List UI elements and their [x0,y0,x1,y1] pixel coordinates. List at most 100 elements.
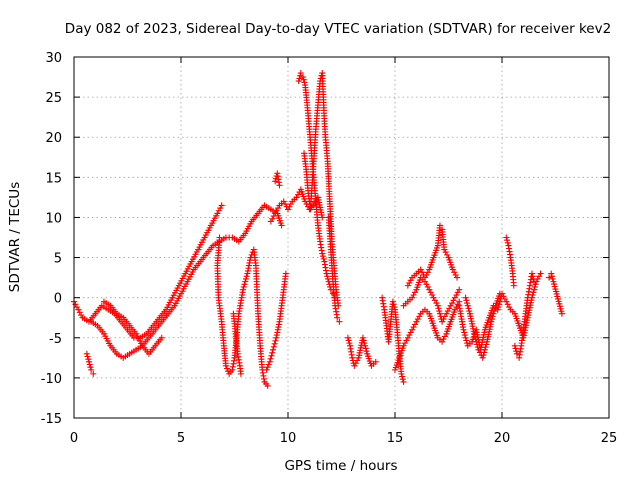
data-point [241,281,248,288]
data-point [270,343,277,350]
data-point [90,370,97,377]
data-point [214,210,221,217]
data-point [372,358,379,365]
data-point [86,361,93,368]
data-point [323,270,330,277]
data-point [389,298,396,305]
data-point [410,324,417,331]
data-point [286,203,293,210]
series-s2 [88,202,285,361]
data-point [240,286,247,293]
data-point [410,291,417,298]
data-point [434,302,441,309]
data-point [424,283,431,290]
x-tick-label: 10 [280,431,297,446]
data-point [496,301,503,308]
data-point [264,382,271,389]
data-point [529,273,536,280]
data-point [390,301,397,308]
data-point [504,301,511,308]
data-point [456,286,463,293]
series-s21 [511,270,538,361]
data-point [558,310,565,317]
data-point [403,337,410,344]
data-point [217,205,224,212]
data-point [452,271,459,278]
data-point [530,275,537,282]
data-point [441,333,448,340]
x-tick-label: 5 [177,431,185,446]
series-s10 [295,70,339,301]
data-point [401,340,408,347]
data-point [454,289,461,296]
data-point [513,350,520,357]
series-s15 [392,298,463,373]
data-point [242,275,249,282]
series-s16 [404,222,461,289]
data-point [471,330,478,337]
data-point [449,300,456,307]
x-tick-label: 15 [387,431,404,446]
series-s17 [400,274,463,325]
data-point [409,326,416,333]
data-point [426,286,433,293]
data-point [483,341,490,348]
series-s9 [272,170,283,189]
data-point [488,318,495,325]
y-tick-label: 5 [54,252,62,267]
data-point [462,294,469,301]
data-point [441,313,448,320]
data-point [461,329,468,336]
data-point [359,334,366,341]
data-point [411,321,418,328]
series-s6 [230,310,244,377]
data-point [503,237,510,244]
data-point [269,215,276,222]
series-s3 [83,350,97,377]
data-point [474,341,481,348]
data-point [464,302,471,309]
data-point [480,352,487,359]
data-point [424,269,431,276]
y-axis-label: SDTVAR / TECUs [7,182,23,292]
data-point [320,255,327,262]
data-point [536,273,543,280]
data-point [297,70,304,77]
data-point [496,290,503,297]
data-point [270,346,277,353]
data-point [361,340,368,347]
data-point [481,346,488,353]
data-point [433,300,440,307]
data-point [73,304,80,311]
data-point [435,305,442,312]
y-tick-label: 10 [45,211,62,226]
data-point [474,344,481,351]
data-point [421,278,428,285]
data-point [548,273,555,280]
y-tick-label: 25 [45,91,62,106]
data-point [446,305,453,312]
data-point [439,318,446,325]
data-point [296,75,303,82]
grid [74,57,609,418]
data-point [282,270,289,277]
data-point [548,270,555,277]
data-point [363,348,370,355]
axis-ticks: 0 5 10 15 20 25 -15 -10 -5 0 5 10 15 20 25 30 [41,51,618,446]
data-point [349,354,356,361]
data-point [413,318,420,325]
data-point [430,294,437,301]
data-point [506,304,513,311]
x-tick-label: 0 [70,431,78,446]
data-point [75,306,82,313]
data-point [399,376,406,383]
data-point [414,316,421,323]
data-point [270,213,277,220]
data-point [278,222,285,229]
series-s14 [379,294,407,385]
data-point [406,332,413,339]
data-point [237,370,244,377]
series-s19 [462,290,503,361]
data-point [400,342,407,349]
data-point [301,79,308,86]
